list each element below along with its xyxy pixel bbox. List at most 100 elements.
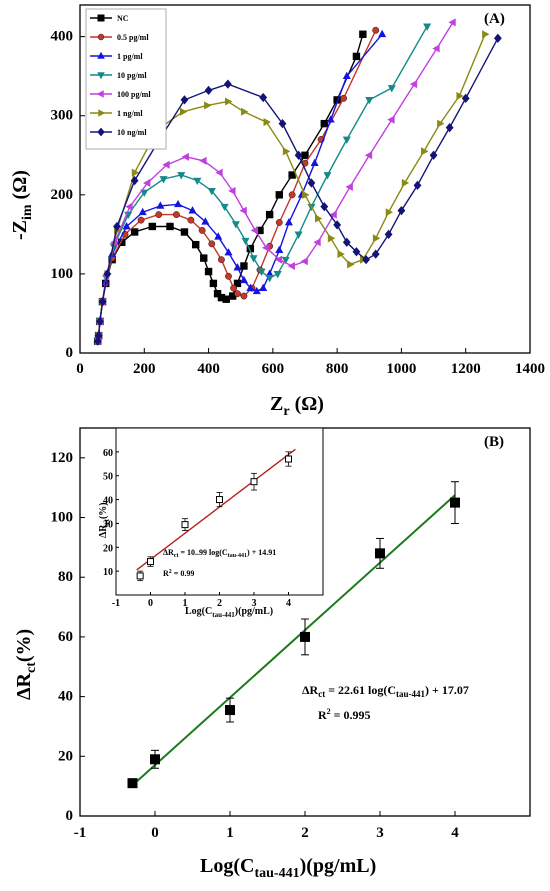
series-line [97,37,499,342]
data-point [213,289,222,298]
data-point [409,80,418,89]
data-point [364,151,373,160]
data-point [445,122,454,133]
inset-point-group [147,556,154,567]
data-point [456,91,464,100]
data-point [130,175,139,186]
data-point [362,255,370,265]
inset-data-point [285,455,292,463]
legend-label: 1 pg/ml [117,52,143,61]
panel-a-label: (A) [484,11,505,27]
data-point [187,216,195,224]
data-point-group [127,778,138,789]
data-point [193,177,202,186]
data-point [429,150,438,160]
panel-b-x-tick-label: 2 [301,825,309,841]
inset-x-ticks: -1 0 1 2 3 4 [112,592,291,609]
legend-marker [97,127,105,137]
panel-b-y-tick-label: 120 [51,450,74,466]
inset-x-tick-label: 0 [148,598,153,609]
data-point [352,247,361,257]
legend-marker [96,90,104,98]
data-point [131,168,140,177]
inset-x-tick-label: 2 [217,598,222,609]
inset-y-tick-label: 40 [103,496,113,507]
inset-data-point [181,521,189,529]
data-point-group [300,618,310,656]
panel-b-y-tick-label: 100 [51,510,74,526]
data-point [140,189,149,197]
panel-a-y-tick-label: 300 [51,108,74,124]
data-point [482,30,490,39]
legend-entry: 1 pg/ml [90,51,143,61]
data-point [159,176,168,184]
data-point [301,151,309,159]
data-point [257,268,266,276]
data-point [137,216,145,224]
data-point [222,295,230,303]
panel-a-y-tick-label: 200 [51,187,74,203]
data-point [320,119,328,128]
data-point [387,115,395,124]
data-point [234,290,241,298]
panel-a-x-tick-label: 1400 [515,361,545,377]
data-point [342,237,351,247]
data-point [214,232,223,240]
panel-a-x-ticks: 0 200 400 600 800 1000 1200 1400 [76,348,545,377]
data-point [371,249,380,259]
panel-a-x-tick-label: 1000 [386,361,416,377]
data-point [252,286,261,295]
data-point [387,85,396,93]
data-point [273,271,282,279]
data-point [288,191,296,199]
inset-points [136,451,292,582]
inset-frame [115,427,324,596]
data-point [259,283,268,292]
data-point [231,221,240,229]
data-point [218,256,225,264]
data-point [421,147,429,156]
panel-b-r-squared: R2 = 0.995 [318,707,371,722]
data-point [342,136,351,144]
inset-x-tick-label: 4 [286,598,291,609]
data-point [263,118,271,127]
inset-y-tick-label: 50 [103,472,113,483]
legend-label: 1 ng/ml [117,109,143,118]
data-point [378,29,387,38]
data-point [230,284,238,292]
data-point [448,18,456,27]
panel-b-y-tick-label: 80 [58,569,73,585]
data-point [384,229,393,239]
data-point [138,207,147,216]
data-point [113,221,121,232]
panel-a-x-tick-label: 600 [262,361,285,377]
data-point [198,227,206,234]
data-point [240,262,248,270]
data-point [228,186,236,195]
panel-b-x-tick-label: 0 [151,825,159,841]
data-point [241,107,249,116]
panel-b-x-tick-label: 1 [226,825,234,841]
data-point-group [225,697,235,723]
data-point [122,221,131,230]
data-point [239,275,248,284]
data-point [294,150,303,160]
data-point [207,188,216,196]
panel-b-equation: ΔRct = 22.61 log(Ctau-441) + 17.07 [302,683,469,699]
inset-data-point [147,558,154,566]
data-point [288,171,296,179]
data-point [94,330,103,341]
data-point [320,202,329,212]
inset-y-tick-label: 60 [103,448,113,459]
legend-label: 100 pg/ml [117,90,151,99]
inset-x-tick-label: 3 [252,598,257,609]
panel-b-x-label: Log(Ctau-441)(pg/mL) [200,855,376,881]
panel-a-x-tick-label: 1200 [451,361,481,377]
data-point [300,257,308,266]
data-point [265,275,274,283]
inset-data-point [250,478,258,486]
inset-point-group [285,451,292,467]
legend-marker [97,33,105,41]
data-point [352,52,361,61]
data-point [130,228,139,236]
